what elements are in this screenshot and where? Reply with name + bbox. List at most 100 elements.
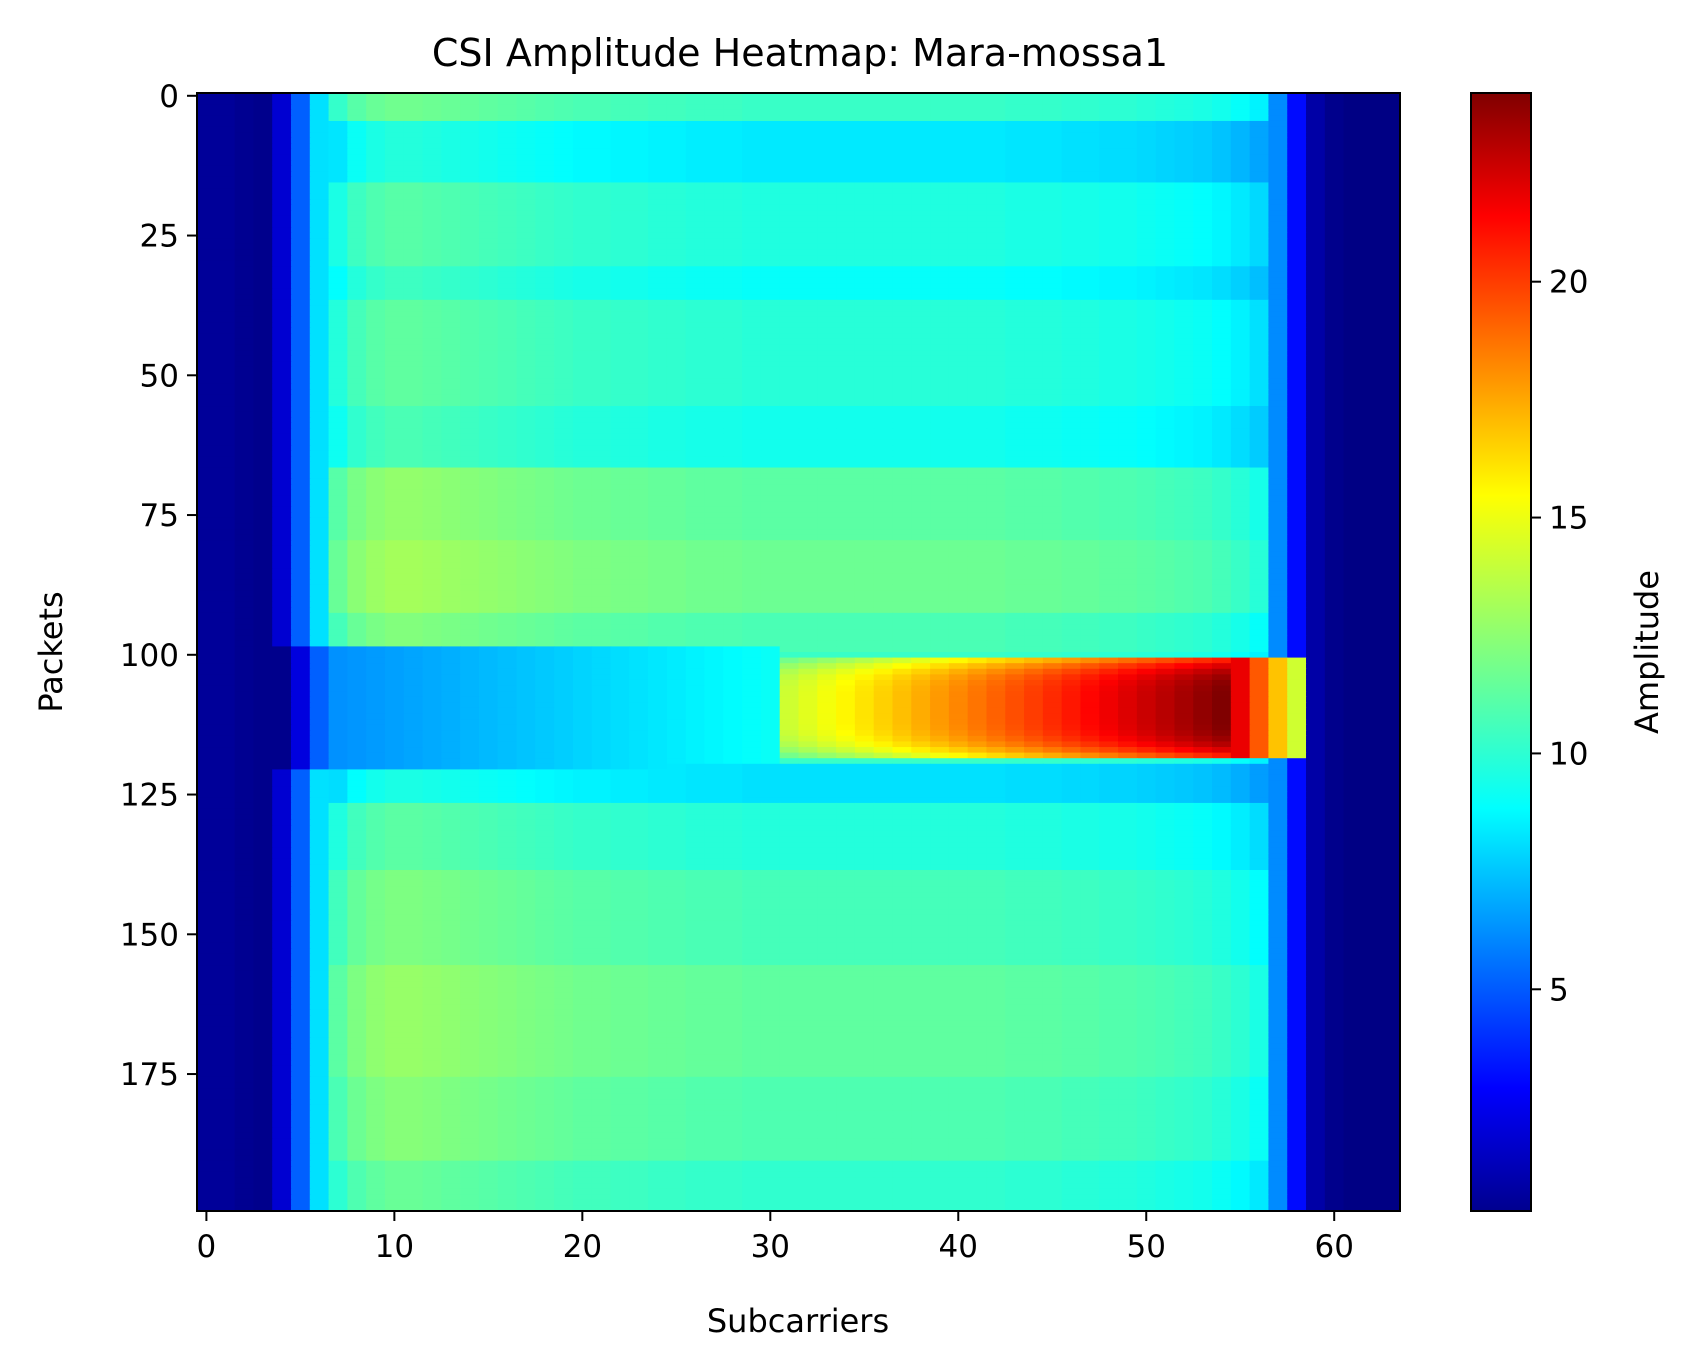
heatmap-cell [1174,115,1194,122]
heatmap-cell [742,506,762,513]
heatmap-cell [742,176,762,184]
heatmap-cell [309,227,330,234]
heatmap-cell [253,266,273,273]
heatmap-cell [441,417,461,424]
heatmap-cell [290,473,311,480]
heatmap-cell [1155,512,1176,519]
heatmap-cell [1249,255,1270,262]
heatmap-cell [1381,456,1401,463]
heatmap-cell [967,433,988,441]
heatmap-cell [234,193,254,200]
heatmap-cell [328,143,348,150]
heatmap-cell [272,400,292,407]
heatmap-cell [422,154,442,161]
heatmap-cell [723,294,743,301]
heatmap-cell [648,417,668,424]
heatmap-cell [1155,299,1176,307]
heatmap-cell [1061,232,1082,239]
heatmap-cell [666,378,687,385]
heatmap-cell [1230,137,1251,144]
heatmap-cell [1306,305,1326,312]
heatmap-cell [666,283,687,290]
heatmap-cell [704,411,724,418]
heatmap-cell [610,327,630,334]
heatmap-cell [1230,104,1251,111]
heatmap-cell [723,406,743,413]
heatmap-cell [1381,182,1401,189]
heatmap-cell [347,322,367,329]
heatmap-cell [366,232,386,239]
heatmap-cell [760,215,781,223]
heatmap-cell [347,361,367,368]
heatmap-cell [798,132,818,139]
heatmap-cell [572,311,593,318]
heatmap-cell [892,305,912,312]
heatmap-cell [403,523,424,530]
heatmap-cell [516,104,536,111]
heatmap-cell [1212,294,1232,301]
heatmap-cell [1136,221,1157,228]
heatmap-cell [817,311,837,318]
heatmap-cell [1230,132,1251,139]
heatmap-cell [1193,439,1213,446]
heatmap-cell [1061,288,1082,295]
heatmap-cell [1136,132,1157,139]
heatmap-cell [554,120,574,128]
heatmap-cell [1118,316,1138,323]
heatmap-cell [1061,154,1082,161]
heatmap-cell [384,199,405,206]
heatmap-cell [366,132,386,139]
heatmap-cell [253,227,273,234]
heatmap-cell [1306,294,1326,301]
heatmap-cell [478,188,499,195]
heatmap-cell [1230,428,1251,435]
heatmap-cell [234,126,254,133]
heatmap-cell [328,215,348,223]
heatmap-cell [366,243,386,251]
heatmap-cell [197,115,217,122]
heatmap-cell [1381,115,1401,122]
heatmap-cell [1324,461,1345,469]
heatmap-cell [366,523,386,530]
heatmap-cell [403,188,424,195]
heatmap-cell [1268,132,1288,139]
heatmap-cell [572,506,593,513]
heatmap-cell [253,389,273,396]
heatmap-cell [535,215,555,223]
heatmap-cell [347,445,367,452]
heatmap-cell [347,378,367,385]
heatmap-cell [1362,255,1382,262]
heatmap-cell [253,120,273,128]
heatmap-cell [967,428,988,435]
heatmap-cell [272,115,292,122]
heatmap-cell [197,411,217,418]
heatmap-cell [873,283,894,290]
heatmap-cell [930,506,950,513]
heatmap-cell [1174,160,1194,167]
heatmap-cell [892,98,912,105]
heatmap-cell [554,417,574,424]
heatmap-cell [817,322,837,329]
heatmap-cell [272,316,292,323]
heatmap-cell [610,338,630,346]
heatmap-cell [1324,372,1345,379]
heatmap-cell [779,372,800,379]
heatmap-cell [723,182,743,189]
heatmap-cell [704,417,724,424]
heatmap-cell [309,283,330,290]
heatmap-cell [215,271,236,279]
heatmap-cell [497,512,518,519]
heatmap-cell [1324,98,1345,105]
heatmap-cell [1080,316,1100,323]
heatmap-cell [234,277,254,284]
heatmap-cell [760,322,781,329]
heatmap-cell [197,271,217,279]
heatmap-cell [1230,215,1251,223]
heatmap-cell [1362,361,1382,368]
heatmap-cell [742,372,762,379]
heatmap-cell [723,445,743,452]
heatmap-cell [1230,316,1251,323]
heatmap-cell [384,109,405,116]
heatmap-cell [986,389,1006,396]
heatmap-cell [1118,137,1138,144]
